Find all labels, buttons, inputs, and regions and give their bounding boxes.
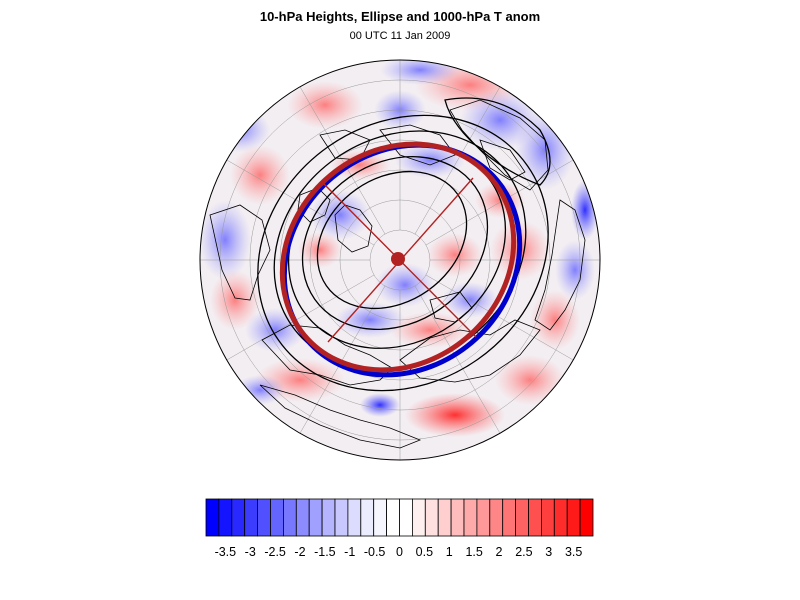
colorbar-tick-label: 3 [545, 545, 552, 559]
colorbar-tick-label: 2 [496, 545, 503, 559]
colorbar-box [450, 498, 465, 537]
colorbar-box [437, 498, 452, 537]
colorbar-box [282, 498, 297, 537]
vortex-ellipse [279, 141, 523, 378]
colorbar-box [244, 498, 258, 537]
colorbar-box [502, 498, 517, 537]
colorbar-box [463, 498, 478, 537]
globe-outline [199, 59, 601, 461]
colorbar-box [476, 498, 491, 537]
map-subtitle: 00 UTC 11 Jan 2009 [349, 30, 451, 42]
colorbar-box [308, 498, 323, 537]
colorbar-labels: -3.5 -3 -2.5 -2 -1.5 -1 -0.5 0 0.5 1 1.5 2 2.5 3 3.5 [215, 545, 583, 559]
colorbar-boxes [205, 498, 594, 537]
colorbar-box [231, 498, 246, 537]
colorbar-box [270, 498, 284, 537]
colorbar-box [321, 498, 336, 537]
colorbar-box [218, 498, 233, 537]
colorbar-box [579, 498, 594, 537]
colorbar-box [528, 498, 542, 537]
colorbar-tick-label: -2.5 [264, 545, 286, 559]
colorbar-box [373, 498, 388, 537]
colorbar-box [347, 498, 362, 537]
colorbar-tick-label: -1.5 [314, 545, 336, 559]
map-title: 10-hPa Heights, Ellipse and 1000-hPa T a… [259, 9, 541, 24]
colorbar-tick-label: -3 [245, 545, 256, 559]
colorbar-box [515, 498, 529, 537]
colorbar-box [489, 498, 504, 537]
colorbar-tick-label: -2 [294, 545, 305, 559]
colorbar-box [566, 498, 581, 537]
colorbar-box [334, 498, 349, 537]
colorbar-tick-label: -1 [344, 545, 355, 559]
colorbar-tick-label: -3.5 [215, 545, 237, 559]
colorbar-box [257, 498, 271, 537]
colorbar-box [411, 498, 426, 537]
colorbar-box [386, 498, 400, 537]
colorbar-box [360, 498, 375, 537]
colorbar-tick-label: -0.5 [364, 545, 386, 559]
colorbar-box [295, 498, 310, 537]
colorbar-tick-label: 1 [446, 545, 453, 559]
colorbar-box [541, 498, 555, 537]
colorbar-box [553, 498, 568, 537]
colorbar-tick-label: 1.5 [465, 545, 482, 559]
colorbar-box [424, 498, 439, 537]
colorbar-tick-label: 0.5 [416, 545, 433, 559]
colorbar-tick-label: 0 [396, 545, 403, 559]
colorbar-box [399, 498, 413, 537]
colorbar-tick-label: 3.5 [565, 545, 582, 559]
colorbar-box [205, 498, 220, 537]
colorbar-tick-label: 2.5 [515, 545, 532, 559]
